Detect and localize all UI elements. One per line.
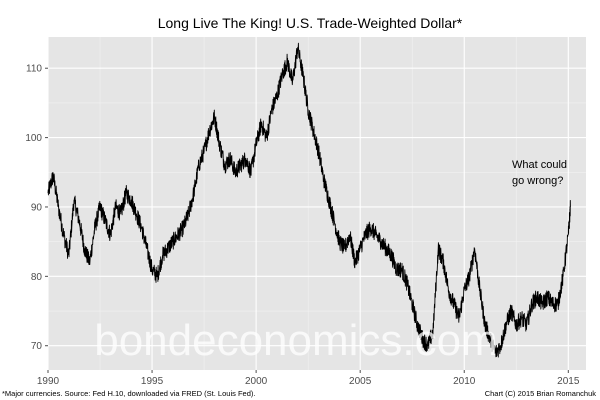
x-tick-label: 1995: [141, 376, 164, 387]
grid-minor: [48, 37, 586, 370]
plot-panel: [48, 37, 586, 370]
annotation-line-2: go wrong?: [512, 175, 563, 187]
watermark: bondeconomics.com: [94, 316, 498, 365]
x-tick-label: 2015: [557, 376, 580, 387]
y-tick-label: 70: [31, 341, 43, 352]
x-tick-label: 2005: [349, 376, 372, 387]
grid-major: [47, 37, 586, 370]
series-line: [47, 42, 571, 358]
series-layer: [47, 42, 571, 358]
y-tick-label: 100: [25, 133, 42, 144]
chart-title: Long Live The King! U.S. Trade-Weighted …: [158, 15, 463, 31]
footer-source: *Major currencies. Source: Fed H.10, dow…: [2, 389, 255, 398]
y-tick-label: 80: [31, 272, 43, 283]
footer-copyright: Chart (C) 2015 Brian Romanchuk: [485, 389, 597, 398]
x-tick-label: 2000: [245, 376, 268, 387]
tick-labels: 1990 1995 2000 2005 2010 2015 70 80 90 100 110: [25, 64, 580, 387]
x-tick-label: 2010: [453, 376, 476, 387]
annotation-line-1: What could: [512, 159, 567, 171]
axis-ticks: [45, 67, 569, 373]
y-tick-label: 110: [26, 64, 42, 75]
x-tick-label: 1990: [37, 376, 60, 387]
y-tick-label: 90: [31, 202, 43, 213]
